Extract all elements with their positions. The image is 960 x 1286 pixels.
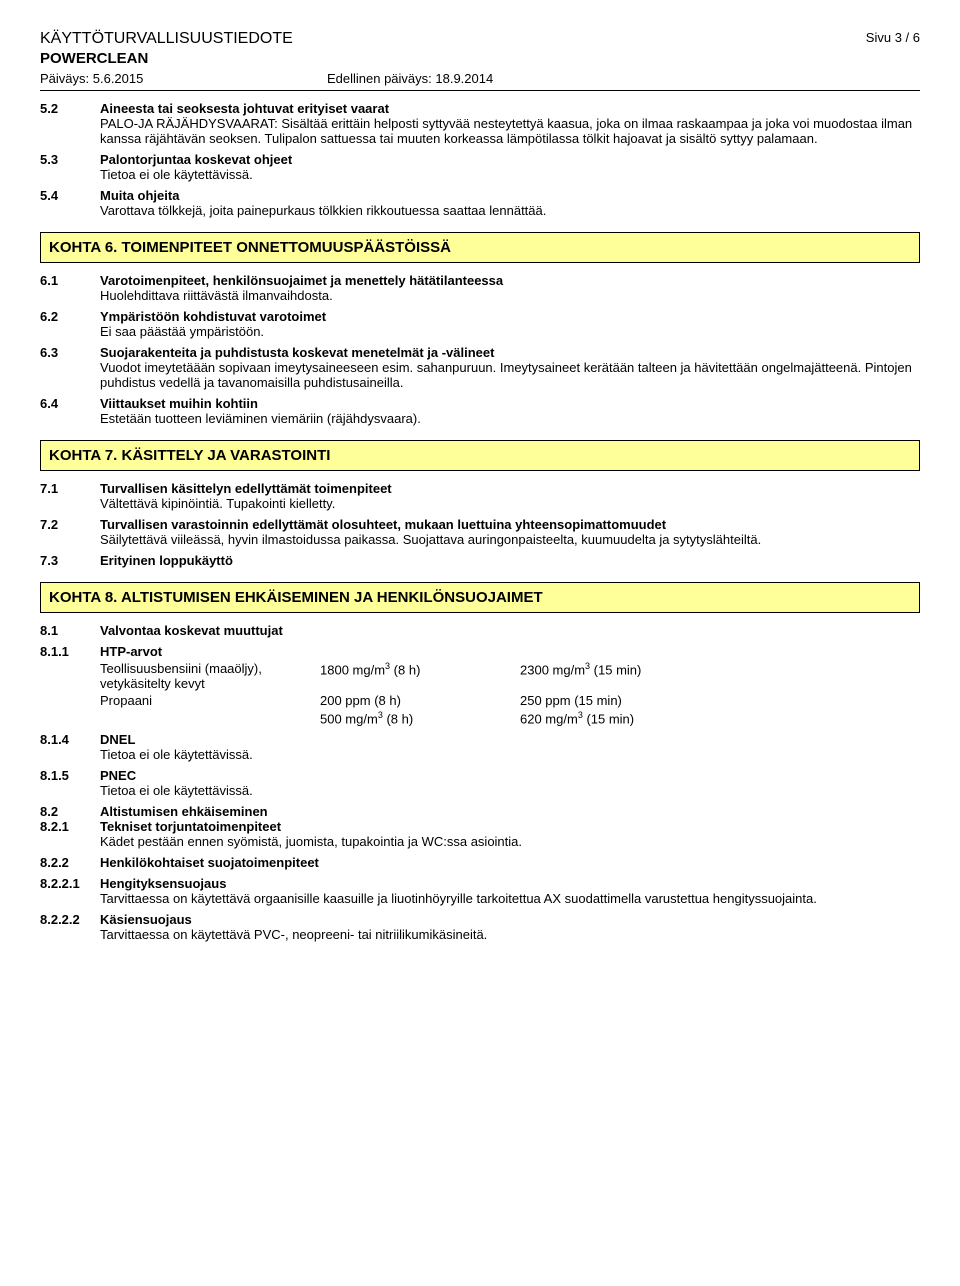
item-5-3: 5.3 Palontorjuntaa koskevat ohjeet Tieto…: [40, 152, 920, 182]
item-number: 7.2: [40, 517, 100, 547]
item-6-2: 6.2 Ympäristöön kohdistuvat varotoimet E…: [40, 309, 920, 339]
item-body: Tarvittaessa on käytettävä orgaanisille …: [100, 891, 920, 906]
item-heading: Muita ohjeita: [100, 188, 920, 203]
item-6-4: 6.4 Viittaukset muihin kohtiin Estetään …: [40, 396, 920, 426]
item-number: 8.1: [40, 623, 100, 638]
item-number: 7.1: [40, 481, 100, 511]
item-number: 6.4: [40, 396, 100, 426]
item-number: 8.2.2: [40, 855, 100, 870]
item-body: PALO-JA RÄJÄHDYSVAARAT: Sisältää erittäi…: [100, 116, 920, 146]
item-body: Tarvittaessa on käytettävä PVC-, neopree…: [100, 927, 920, 942]
date-line: Päiväys: 5.6.2015 Edellinen päiväys: 18.…: [40, 71, 920, 86]
item-body: Estetään tuotteen leviäminen viemäriin (…: [100, 411, 920, 426]
item-8-2-2-1: 8.2.2.1 Hengityksensuojaus Tarvittaessa …: [40, 876, 920, 906]
item-heading: Viittaukset muihin kohtiin: [100, 396, 920, 411]
item-8-2-2-2: 8.2.2.2 Käsiensuojaus Tarvittaessa on kä…: [40, 912, 920, 942]
item-number: 5.4: [40, 188, 100, 218]
htp-8h: 500 mg/m3 (8 h): [320, 710, 520, 726]
htp-15min: 250 ppm (15 min): [520, 693, 720, 708]
htp-substance: [100, 710, 320, 726]
item-body: Varottava tölkkejä, joita painepurkaus t…: [100, 203, 920, 218]
item-5-2: 5.2 Aineesta tai seoksesta johtuvat erit…: [40, 101, 920, 146]
item-heading: Turvallisen käsittelyn edellyttämät toim…: [100, 481, 920, 496]
item-heading: Palontorjuntaa koskevat ohjeet: [100, 152, 920, 167]
item-7-1: 7.1 Turvallisen käsittelyn edellyttämät …: [40, 481, 920, 511]
htp-table: Teollisuusbensiini (maaöljy), vetykäsite…: [100, 661, 920, 726]
item-heading: Aineesta tai seoksesta johtuvat erityise…: [100, 101, 920, 116]
item-body: Vuodot imeytetäään sopivaan imeytysainee…: [100, 360, 920, 390]
item-number: 8.2.2.1: [40, 876, 100, 906]
item-body: Tietoa ei ole käytettävissä.: [100, 167, 920, 182]
header-divider: [40, 90, 920, 91]
item-8-1: 8.1 Valvontaa koskevat muuttujat: [40, 623, 920, 638]
item-5-4: 5.4 Muita ohjeita Varottava tölkkejä, jo…: [40, 188, 920, 218]
item-heading: Henkilökohtaiset suojatoimenpiteet: [100, 855, 920, 870]
htp-15min: 2300 mg/m3 (15 min): [520, 661, 720, 691]
section-6-header: KOHTA 6. TOIMENPITEET ONNETTOMUUSPÄÄSTÖI…: [40, 232, 920, 263]
item-8-1-5: 8.1.5 PNEC Tietoa ei ole käytettävissä.: [40, 768, 920, 798]
item-7-3: 7.3 Erityinen loppukäyttö: [40, 553, 920, 568]
item-heading: Valvontaa koskevat muuttujat: [100, 623, 920, 638]
item-heading: HTP-arvot: [100, 644, 920, 659]
item-heading: Hengityksensuojaus: [100, 876, 920, 891]
item-heading: Turvallisen varastoinnin edellyttämät ol…: [100, 517, 920, 532]
htp-substance: Teollisuusbensiini (maaöljy), vetykäsite…: [100, 661, 320, 691]
item-heading: Käsiensuojaus: [100, 912, 920, 927]
htp-8h: 1800 mg/m3 (8 h): [320, 661, 520, 691]
item-heading: Suojarakenteita ja puhdistusta koskevat …: [100, 345, 920, 360]
item-body: Tietoa ei ole käytettävissä.: [100, 747, 920, 762]
item-number: 6.3: [40, 345, 100, 390]
item-body: Kädet pestään ennen syömistä, juomista, …: [100, 834, 920, 849]
page-number: Sivu 3 / 6: [866, 30, 920, 45]
item-8-2-1: 8.2.1 Tekniset torjuntatoimenpiteet Käde…: [40, 819, 920, 849]
item-heading: Erityinen loppukäyttö: [100, 553, 920, 568]
item-number: 8.2: [40, 804, 100, 819]
item-8-1-1: 8.1.1 HTP-arvot Teollisuusbensiini (maaö…: [40, 644, 920, 726]
item-heading: Ympäristöön kohdistuvat varotoimet: [100, 309, 920, 324]
item-heading: Tekniset torjuntatoimenpiteet: [100, 819, 920, 834]
item-body: Säilytettävä viileässä, hyvin ilmastoidu…: [100, 532, 920, 547]
item-body: Huolehdittava riittävästä ilmanvaihdosta…: [100, 288, 920, 303]
item-8-2: 8.2 Altistumisen ehkäiseminen: [40, 804, 920, 819]
item-number: 6.2: [40, 309, 100, 339]
item-body: Ei saa päästää ympäristöön.: [100, 324, 920, 339]
section-7-header: KOHTA 7. KÄSITTELY JA VARASTOINTI: [40, 440, 920, 471]
item-heading: Altistumisen ehkäiseminen: [100, 804, 920, 819]
item-heading: PNEC: [100, 768, 920, 783]
item-body: Vältettävä kipinöintiä. Tupakointi kiell…: [100, 496, 920, 511]
item-body: Tietoa ei ole käytettävissä.: [100, 783, 920, 798]
item-number: 5.3: [40, 152, 100, 182]
item-number: 8.2.1: [40, 819, 100, 849]
section-8-header: KOHTA 8. ALTISTUMISEN EHKÄISEMINEN JA HE…: [40, 582, 920, 613]
htp-8h: 200 ppm (8 h): [320, 693, 520, 708]
item-number: 7.3: [40, 553, 100, 568]
htp-15min: 620 mg/m3 (15 min): [520, 710, 720, 726]
item-heading: Varotoimenpiteet, henkilönsuojaimet ja m…: [100, 273, 920, 288]
item-number: 8.1.4: [40, 732, 100, 762]
previous-date: Edellinen päiväys: 18.9.2014: [327, 71, 493, 86]
item-6-3: 6.3 Suojarakenteita ja puhdistusta koske…: [40, 345, 920, 390]
item-number: 6.1: [40, 273, 100, 303]
doc-type-title: KÄYTTÖTURVALLISUUSTIEDOTE: [40, 30, 920, 48]
item-8-2-2: 8.2.2 Henkilökohtaiset suojatoimenpiteet: [40, 855, 920, 870]
product-name: POWERCLEAN: [40, 50, 920, 67]
item-6-1: 6.1 Varotoimenpiteet, henkilönsuojaimet …: [40, 273, 920, 303]
item-8-1-4: 8.1.4 DNEL Tietoa ei ole käytettävissä.: [40, 732, 920, 762]
item-number: 5.2: [40, 101, 100, 146]
item-7-2: 7.2 Turvallisen varastoinnin edellyttämä…: [40, 517, 920, 547]
revision-date: Päiväys: 5.6.2015: [40, 71, 143, 86]
item-number: 8.1.1: [40, 644, 100, 726]
htp-substance: Propaani: [100, 693, 320, 708]
item-number: 8.1.5: [40, 768, 100, 798]
item-number: 8.2.2.2: [40, 912, 100, 942]
item-heading: DNEL: [100, 732, 920, 747]
